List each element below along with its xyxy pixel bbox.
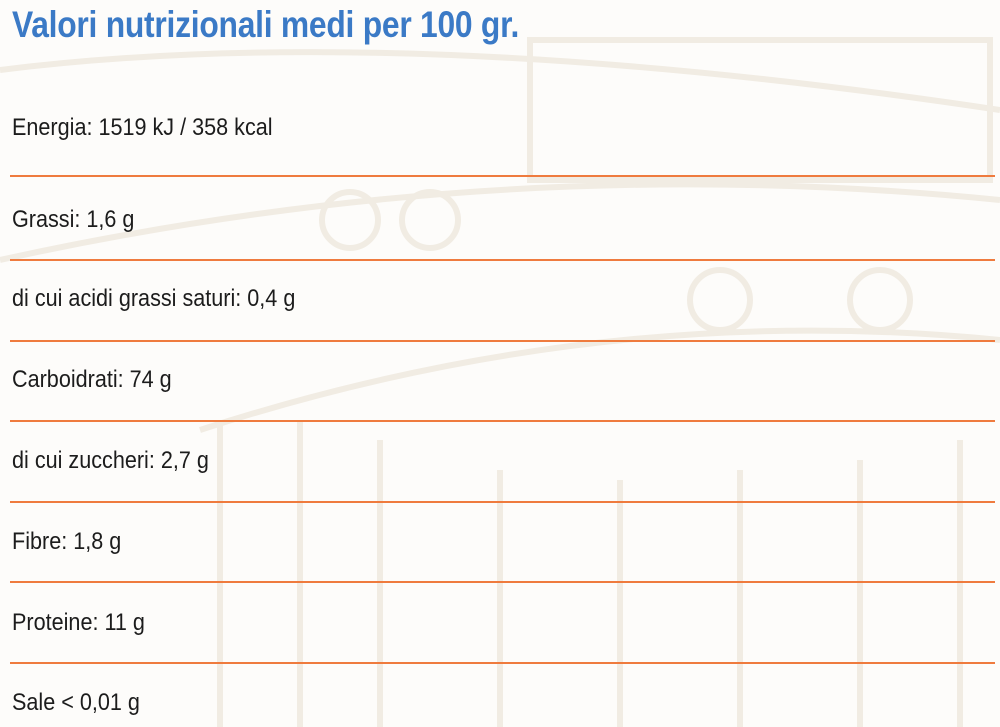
nutrition-row-sugars: di cui zuccheri: 2,7 g bbox=[12, 447, 209, 474]
divider bbox=[10, 420, 995, 422]
nutrition-row-salt: Sale < 0,01 g bbox=[12, 689, 140, 716]
divider bbox=[10, 501, 995, 503]
divider bbox=[10, 259, 995, 261]
nutrition-row-carbohydrates: Carboidrati: 74 g bbox=[12, 366, 172, 393]
nutrition-row-energy: Energia: 1519 kJ / 358 kcal bbox=[12, 114, 273, 141]
nutrition-row-fat: Grassi: 1,6 g bbox=[12, 206, 135, 233]
nutrition-row-fibre: Fibre: 1,8 g bbox=[12, 528, 122, 555]
divider bbox=[10, 581, 995, 583]
divider bbox=[10, 662, 995, 664]
divider bbox=[10, 175, 995, 177]
divider bbox=[10, 340, 995, 342]
page-title: Valori nutrizionali medi per 100 gr. bbox=[12, 4, 520, 45]
nutrition-row-protein: Proteine: 11 g bbox=[12, 609, 145, 636]
nutrition-row-saturated-fat: di cui acidi grassi saturi: 0,4 g bbox=[12, 285, 296, 312]
